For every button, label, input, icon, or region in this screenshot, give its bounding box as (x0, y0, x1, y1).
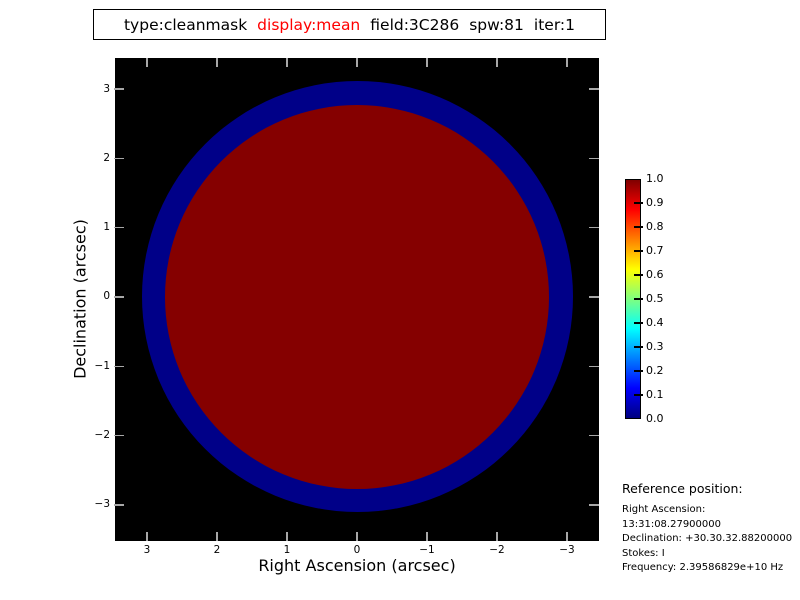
y-tick-mark (114, 504, 124, 506)
colorbar-tick-mark (634, 250, 643, 252)
plot-title-box: type:cleanmask display:mean field:3C286 … (93, 9, 606, 40)
y-tick-mark (589, 88, 599, 90)
x-tick-mark (356, 58, 358, 67)
title-segment-spw: spw:81 (469, 15, 524, 34)
colorbar-tick-label: 0.0 (646, 412, 664, 425)
x-tick-mark (286, 532, 288, 541)
x-tick-mark (146, 532, 148, 541)
image-plot-area (115, 58, 599, 541)
colorbar-tick-mark (634, 346, 643, 348)
x-tick-mark (216, 58, 218, 67)
colorbar-tick-label: 0.9 (646, 196, 664, 209)
reference-line-ra: Right Ascension: 13:31:08.27900000 (622, 504, 721, 530)
y-tick-mark (589, 226, 599, 229)
y-tick-mark (114, 88, 124, 90)
y-tick-mark (114, 226, 124, 229)
colorbar-tick-label: 0.5 (646, 292, 664, 305)
y-tick-mark (589, 434, 599, 437)
colorbar-tick-mark (634, 274, 643, 276)
colorbar-tick-mark (634, 322, 643, 324)
title-segment-type: type:cleanmask (123, 15, 248, 34)
x-tick-mark (496, 58, 498, 67)
x-tick-label: −2 (489, 544, 505, 556)
y-tick-label: 0 (103, 290, 110, 303)
y-tick-label: −3 (94, 498, 110, 511)
reference-heading: Reference position: (622, 481, 743, 496)
colorbar-tick-mark (634, 370, 643, 372)
y-tick-mark (114, 434, 124, 437)
y-tick-mark (114, 365, 124, 367)
y-tick-label: −1 (94, 359, 110, 372)
y-tick-label: −2 (94, 429, 110, 442)
y-tick-label: 1 (103, 221, 110, 234)
x-tick-mark (426, 58, 428, 67)
y-tick-mark (114, 296, 124, 298)
y-tick-mark (589, 504, 599, 506)
colorbar-tick-label: 0.7 (646, 244, 664, 257)
colorbar-tick-mark (634, 298, 643, 300)
x-tick-label: −3 (559, 544, 575, 556)
x-tick-mark (566, 58, 568, 67)
colorbar-tick-label: 0.3 (646, 340, 664, 353)
y-tick-label: 3 (103, 82, 110, 95)
colorbar-tick-mark (634, 202, 643, 204)
x-tick-mark (496, 532, 498, 541)
reference-line-stokes: Stokes: I (622, 547, 665, 559)
reference-position-block: Reference position: Right Ascension: 13:… (622, 481, 800, 576)
x-tick-mark (356, 532, 358, 541)
colorbar-tick-label: 0.1 (646, 388, 664, 401)
x-tick-mark (216, 532, 218, 541)
y-tick-mark (589, 365, 599, 367)
y-tick-mark (589, 157, 599, 160)
x-tick-label: −1 (419, 544, 435, 556)
colorbar-tick-label: 0.6 (646, 268, 664, 281)
title-segment-field: field:3C286 (370, 15, 460, 34)
y-tick-mark (114, 157, 124, 160)
mask-inner-disk (165, 105, 549, 489)
title-segment-display: display:mean (257, 15, 361, 34)
y-tick-mark (589, 296, 599, 298)
y-tick-label: 2 (103, 151, 110, 164)
x-tick-mark (426, 532, 428, 541)
reference-line-dec: Declination: +30.30.32.88200000 (622, 533, 793, 544)
x-tick-mark (146, 58, 148, 67)
colorbar-tick-label: 0.4 (646, 316, 664, 329)
title-segment-iter: iter:1 (533, 15, 576, 34)
x-tick-label: 1 (283, 544, 291, 556)
reference-line-frequency: Frequency: 2.39586829e+10 Hz (622, 562, 784, 573)
colorbar-tick-label: 0.2 (646, 364, 664, 377)
colorbar-tick-mark (634, 394, 643, 396)
x-tick-mark (286, 58, 288, 67)
x-tick-mark (566, 532, 568, 541)
colorbar-tick-mark (634, 226, 643, 228)
colorbar-tick-label: 1.0 (646, 172, 664, 185)
x-tick-label: 3 (143, 544, 151, 556)
colorbar-tick-label: 0.8 (646, 220, 664, 233)
x-tick-label: 2 (213, 544, 221, 556)
x-tick-label: 0 (353, 544, 361, 556)
x-axis-label: Right Ascension (arcsec) (258, 556, 456, 575)
